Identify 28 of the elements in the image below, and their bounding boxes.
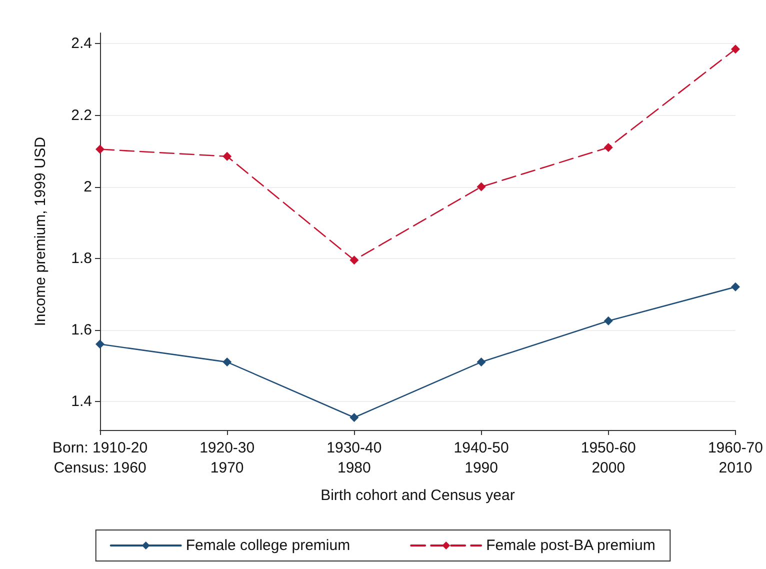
x-axis-title: Birth cohort and Census year <box>320 487 515 504</box>
point <box>604 316 613 326</box>
point <box>350 256 359 265</box>
point <box>96 340 104 349</box>
x-tick-label: 1920-30 1970 <box>200 440 255 476</box>
point <box>350 412 359 422</box>
point <box>96 144 104 154</box>
y-tick-label: 1.4 <box>71 392 92 410</box>
point <box>476 182 486 192</box>
point <box>604 142 613 152</box>
point <box>222 152 232 161</box>
y-tick-label: 1.6 <box>71 321 92 338</box>
legend-label: Female post-BA premium <box>486 537 656 554</box>
point <box>730 44 740 54</box>
point <box>730 282 740 292</box>
x-tick-label: 1960-70 2010 <box>708 440 764 476</box>
x-tick-label: 1940-50 1990 <box>454 440 509 476</box>
y-tick-label: 2.2 <box>71 106 92 124</box>
legend-label: Female college premium <box>186 537 350 554</box>
y-tick-label: 2.4 <box>71 35 92 52</box>
x-tick-label: Born: 1910-20 Census: 1960 <box>52 440 148 476</box>
x-tick-label: 1950-60 2000 <box>580 440 636 476</box>
point <box>476 358 486 367</box>
y-tick-label: 2 <box>84 178 92 196</box>
y-tick-label: 1.8 <box>71 250 92 267</box>
point <box>222 358 232 367</box>
y-axis-title: Income premium, 1999 USD <box>32 136 49 326</box>
x-tick-label: 1930-40 1980 <box>326 440 382 476</box>
